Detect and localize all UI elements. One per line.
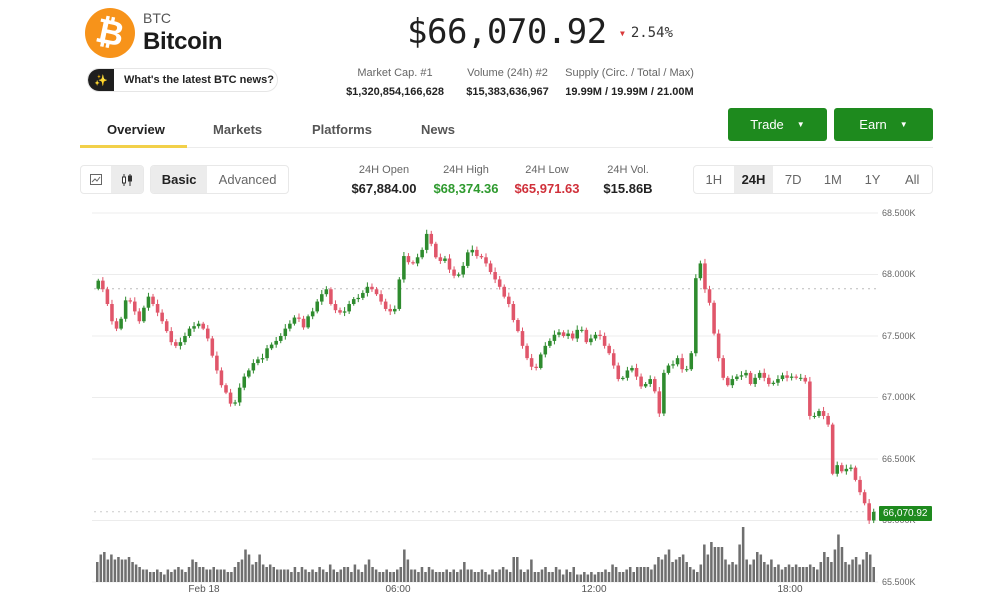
- sparkle-icon: ✨: [88, 69, 114, 91]
- chevron-down-icon: ▼: [899, 120, 908, 129]
- y-axis-label: 65.500K: [882, 577, 916, 587]
- range-1m[interactable]: 1M: [823, 172, 842, 187]
- chevron-down-icon: ▼: [796, 120, 805, 129]
- range-24h[interactable]: 24H: [733, 166, 774, 193]
- coin-symbol: BTC: [143, 10, 171, 26]
- chart-type-toggle: [80, 165, 144, 194]
- x-axis-label: 18:00: [777, 584, 803, 595]
- stat-value: $1,320,854,166,628: [346, 86, 444, 98]
- ohlc-label: 24H Vol.: [607, 164, 649, 176]
- down-triangle-icon: ▼: [620, 28, 625, 38]
- ohlc-label: 24H Low: [525, 164, 569, 176]
- trade-button[interactable]: Trade ▼: [728, 108, 827, 141]
- bitcoin-logo-icon: ₿: [85, 8, 135, 58]
- ohlc-value: $15.86B: [603, 181, 653, 196]
- tab-news[interactable]: News: [421, 122, 455, 137]
- ohlc-high: 24H High $68,374.36: [428, 164, 504, 196]
- ohlc-volume: 24H Vol. $15.86B: [597, 164, 659, 196]
- price-change-percent: 2.54%: [630, 25, 673, 41]
- y-axis-label: 67.500K: [882, 331, 916, 341]
- candlestick-icon[interactable]: [111, 166, 143, 193]
- news-prompt-button[interactable]: ✨ What's the latest BTC news?: [87, 68, 278, 92]
- stat-volume: Volume (24h) #2 $15,383,636,967: [460, 67, 555, 98]
- price-change: ▼ 2.54%: [620, 25, 673, 41]
- range-all[interactable]: All: [904, 172, 920, 187]
- candlestick-chart[interactable]: [80, 200, 880, 600]
- stat-label: Volume (24h) #2: [467, 67, 548, 79]
- ohlc-label: 24H Open: [358, 164, 410, 176]
- ohlc-value: $68,374.36: [433, 181, 499, 196]
- y-axis-label: 66.500K: [882, 454, 916, 464]
- tab-bar: Overview Markets Platforms News: [80, 110, 933, 148]
- range-1y[interactable]: 1Y: [864, 172, 881, 187]
- tab-markets[interactable]: Markets: [213, 122, 263, 137]
- ohlc-open: 24H Open $67,884.00: [345, 164, 423, 196]
- chart-mode-toggle: Basic Advanced: [150, 165, 289, 194]
- ohlc-value: $65,971.63: [514, 181, 580, 196]
- y-axis-label: 68.000K: [882, 269, 916, 279]
- bitcoin-glyph: ₿: [92, 11, 128, 54]
- y-axis-label: 67.000K: [882, 392, 916, 402]
- line-chart-icon[interactable]: [81, 166, 111, 193]
- trade-label: Trade: [750, 117, 784, 132]
- ohlc-low: 24H Low $65,971.63: [509, 164, 585, 196]
- current-price-tag: 66,070.92: [879, 506, 932, 521]
- earn-label: Earn: [859, 117, 887, 132]
- ohlc-label: 24H High: [443, 164, 489, 176]
- stat-label: Supply (Circ. / Total / Max): [565, 67, 694, 79]
- tab-platforms[interactable]: Platforms: [312, 122, 372, 137]
- stat-supply: Supply (Circ. / Total / Max) 19.99M / 19…: [562, 67, 697, 98]
- tab-overview[interactable]: Overview: [107, 122, 165, 137]
- x-axis-label: 06:00: [385, 584, 411, 595]
- coin-name: Bitcoin: [143, 28, 223, 55]
- range-1h[interactable]: 1H: [705, 172, 723, 187]
- stat-value: $15,383,636,967: [466, 86, 549, 98]
- stat-label: Market Cap. #1: [357, 67, 433, 79]
- mode-advanced[interactable]: Advanced: [218, 172, 277, 187]
- stat-market-cap: Market Cap. #1 $1,320,854,166,628: [330, 67, 460, 98]
- time-range-selector: 1H 24H 7D 1M 1Y All: [693, 165, 933, 194]
- earn-button[interactable]: Earn ▼: [834, 108, 933, 141]
- active-tab-indicator: [80, 145, 187, 148]
- current-price: $66,070.92: [407, 12, 607, 52]
- price-chart[interactable]: 68.500K 68.000K 67.500K 67.000K 66.500K …: [80, 200, 1000, 600]
- ohlc-value: $67,884.00: [351, 181, 417, 196]
- x-axis-label: Feb 18: [188, 584, 220, 595]
- x-axis-label: 12:00: [581, 584, 607, 595]
- range-7d[interactable]: 7D: [784, 172, 802, 187]
- stat-value: 19.99M / 19.99M / 21.00M: [565, 86, 694, 98]
- y-axis-label: 68.500K: [882, 208, 916, 218]
- mode-basic[interactable]: Basic: [151, 166, 208, 193]
- news-prompt-label: What's the latest BTC news?: [124, 74, 274, 86]
